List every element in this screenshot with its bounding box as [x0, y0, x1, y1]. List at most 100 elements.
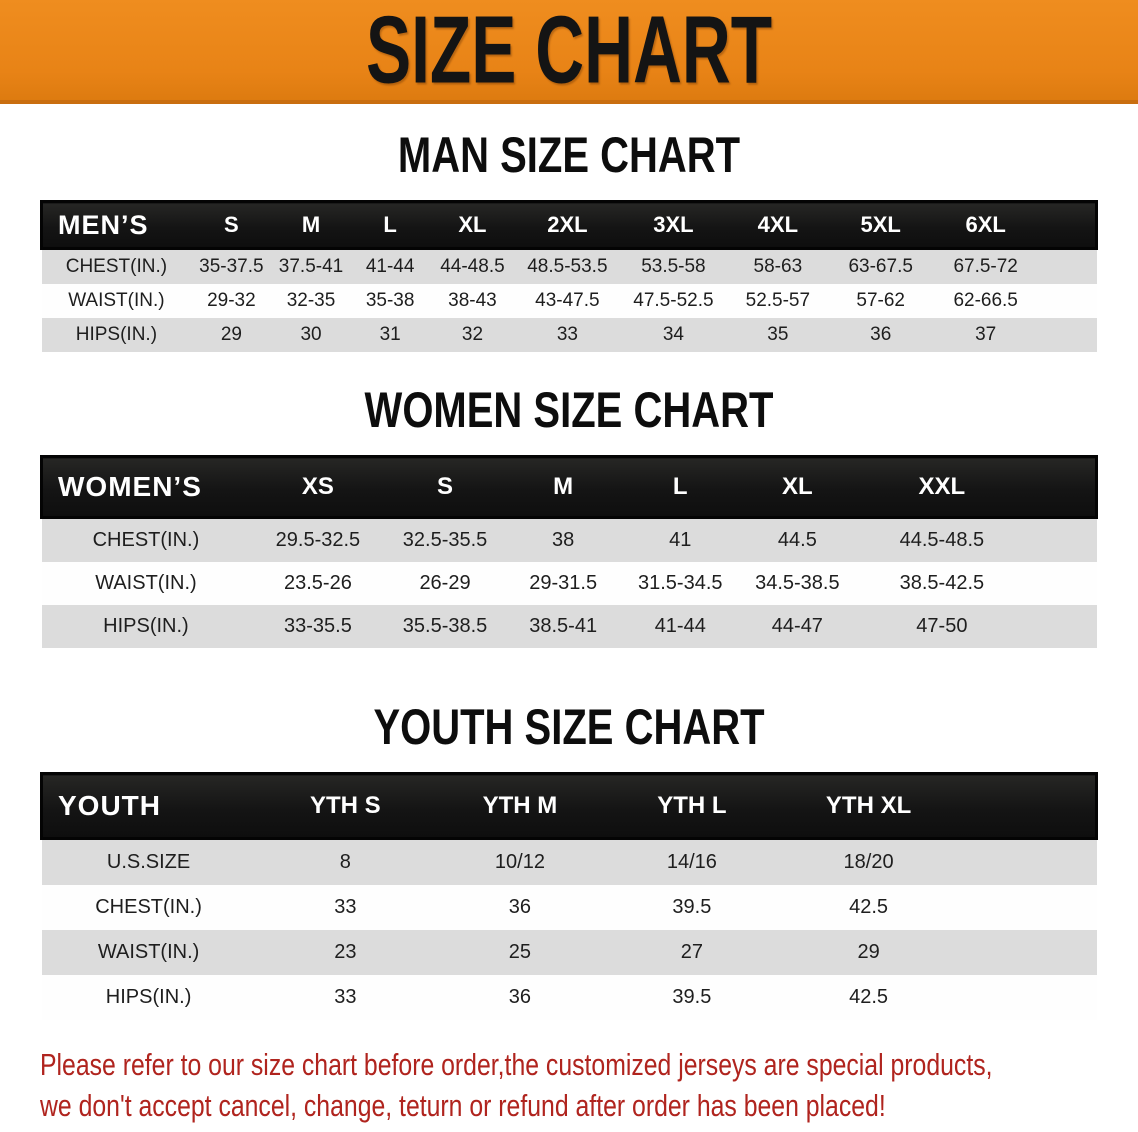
table-row: HIPS(IN.) 29 30 31 32 33 34 35 36 37	[41, 318, 1097, 352]
size-value: 38	[552, 529, 575, 551]
size-column-header: 3XL	[619, 200, 728, 250]
table-row: U.S.SIZE 8 10/12 14/16 18/20	[41, 838, 1097, 885]
heading-man-size-chart: MAN SIZE CHART	[397, 127, 741, 183]
size-value: 38.5-41	[529, 615, 598, 637]
banner-title: SIZE CHART	[365, 0, 773, 104]
size-column-header: XS	[250, 455, 386, 519]
size-value: 41	[669, 529, 692, 551]
size-value: 42.5	[849, 986, 889, 1008]
size-value: 44.5	[777, 529, 817, 551]
disclaimer-text: Please refer to our size chart before or…	[40, 1044, 1138, 1126]
size-value: 63-67.5	[848, 256, 913, 277]
row-filler	[958, 975, 1096, 1020]
row-filler	[1038, 284, 1096, 318]
row-label: HIPS(IN.)	[75, 324, 158, 345]
header-filler	[1038, 200, 1099, 250]
size-value: 33-35.5	[283, 615, 352, 637]
size-value: 33	[334, 986, 357, 1008]
size-column-header: 4XL	[727, 200, 829, 250]
size-column-header: 6XL	[932, 200, 1039, 250]
size-value: 29	[220, 324, 242, 345]
row-label: U.S.SIZE	[106, 851, 191, 873]
size-value: 32	[461, 324, 484, 345]
size-column-header: YTH L	[604, 772, 779, 840]
size-value: 35-37.5	[199, 256, 264, 277]
size-value: 35-38	[365, 290, 415, 311]
size-value: 39.5	[672, 986, 712, 1008]
mens-size-table: MEN’S S M L XL 2XL 3XL 4XL 5XL 6XL CHEST(IN.) 35-37…	[40, 200, 1099, 352]
size-value: 53.5-58	[641, 256, 706, 277]
size-value: 34	[662, 324, 684, 345]
row-label: WAIST(IN.)	[97, 941, 200, 963]
size-column-header: YTH M	[435, 772, 605, 840]
size-column-header: 2XL	[515, 200, 620, 250]
size-value: 30	[300, 324, 322, 345]
table-row: HIPS(IN.) 33 36 39.5 42.5	[41, 975, 1097, 1020]
table-header-row: YOUTH YTH S YTH M YTH L YTH XL	[39, 772, 1099, 840]
table-corner-label: YOUTH	[39, 772, 256, 840]
size-value: 48.5-53.5	[527, 256, 608, 277]
size-value: 47.5-52.5	[633, 290, 714, 311]
header-filler	[1027, 455, 1098, 519]
table-row: WAIST(IN.) 23 25 27 29	[41, 930, 1097, 975]
size-value: 23.5-26	[283, 572, 352, 594]
size-value: 34.5-38.5	[755, 572, 840, 594]
size-value: 38-43	[448, 290, 497, 311]
size-value: 33	[334, 896, 357, 918]
size-column-header: S	[191, 200, 272, 250]
size-value: 27	[680, 941, 703, 963]
size-value: 44-48.5	[440, 256, 505, 277]
size-value: 25	[508, 941, 532, 963]
size-value: 39.5	[672, 896, 712, 918]
size-value: 36	[508, 896, 532, 918]
womens-size-table: WOMEN’S XS S M L XL XXL CHEST(IN.) 29.5-32.5 32.5…	[40, 455, 1098, 648]
disclaimer-line-1: Please refer to our size chart before or…	[40, 1047, 993, 1082]
table-row: CHEST(IN.) 29.5-32.5 32.5-35.5 38 41 44.5 44.5…	[41, 517, 1097, 563]
size-value: 41-44	[654, 615, 706, 637]
size-column-header: 5XL	[828, 200, 933, 250]
size-value: 52.5-57	[745, 290, 811, 311]
size-value: 44.5-48.5	[899, 529, 985, 551]
size-value: 37	[975, 324, 997, 345]
size-value: 31.5-34.5	[638, 572, 723, 594]
size-value: 8	[339, 851, 351, 873]
size-value: 35	[767, 324, 789, 345]
size-column-header: XL	[429, 200, 516, 250]
table-row: HIPS(IN.) 33-35.5 35.5-38.5 38.5-41 41-44 44-…	[41, 605, 1097, 648]
row-filler	[1028, 518, 1097, 563]
size-value: 23	[334, 941, 357, 963]
table-row: WAIST(IN.) 23.5-26 26-29 29-31.5 31.5-34.5 34…	[41, 562, 1097, 605]
size-value: 41-44	[365, 256, 415, 277]
size-value: 29	[857, 941, 880, 963]
size-value: 62-66.5	[953, 290, 1018, 311]
size-value: 29.5-32.5	[275, 529, 361, 551]
size-value: 37.5-41	[278, 256, 344, 277]
size-column-header: XXL	[855, 455, 1028, 519]
size-column-header: YTH S	[255, 772, 435, 840]
size-column-header: S	[385, 455, 505, 519]
row-label: HIPS(IN.)	[103, 615, 189, 637]
size-column-header: L	[350, 200, 430, 250]
row-label: CHEST(IN.)	[92, 529, 200, 551]
row-filler	[1038, 249, 1096, 285]
size-value: 29-32	[207, 290, 256, 311]
size-value: 36	[870, 324, 892, 345]
size-value: 31	[379, 324, 401, 345]
size-column-header: XL	[738, 455, 856, 519]
row-label: HIPS(IN.)	[105, 986, 192, 1008]
size-value: 58-63	[753, 256, 803, 277]
size-chart-banner: SIZE CHART	[0, 0, 1138, 104]
table-header-row: WOMEN’S XS S M L XL XXL	[40, 455, 1098, 519]
table-row: WAIST(IN.) 29-32 32-35 35-38 38-43 43-47.5 47.…	[41, 284, 1097, 318]
size-column-header: M	[504, 455, 622, 519]
row-label: CHEST(IN.)	[65, 256, 168, 277]
heading-youth-size-chart: YOUTH SIZE CHART	[373, 699, 765, 755]
row-label: CHEST(IN.)	[95, 896, 202, 918]
table-corner-label: MEN’S	[40, 200, 192, 250]
youth-size-table: YOUTH YTH S YTH M YTH L YTH XL U.S.SIZE 8 10/12…	[39, 772, 1099, 1020]
size-column-header: M	[271, 200, 351, 250]
size-value: 14/16	[666, 851, 717, 873]
size-value: 57-62	[856, 290, 905, 311]
row-filler	[958, 930, 1096, 975]
size-value: 67.5-72	[953, 256, 1018, 277]
